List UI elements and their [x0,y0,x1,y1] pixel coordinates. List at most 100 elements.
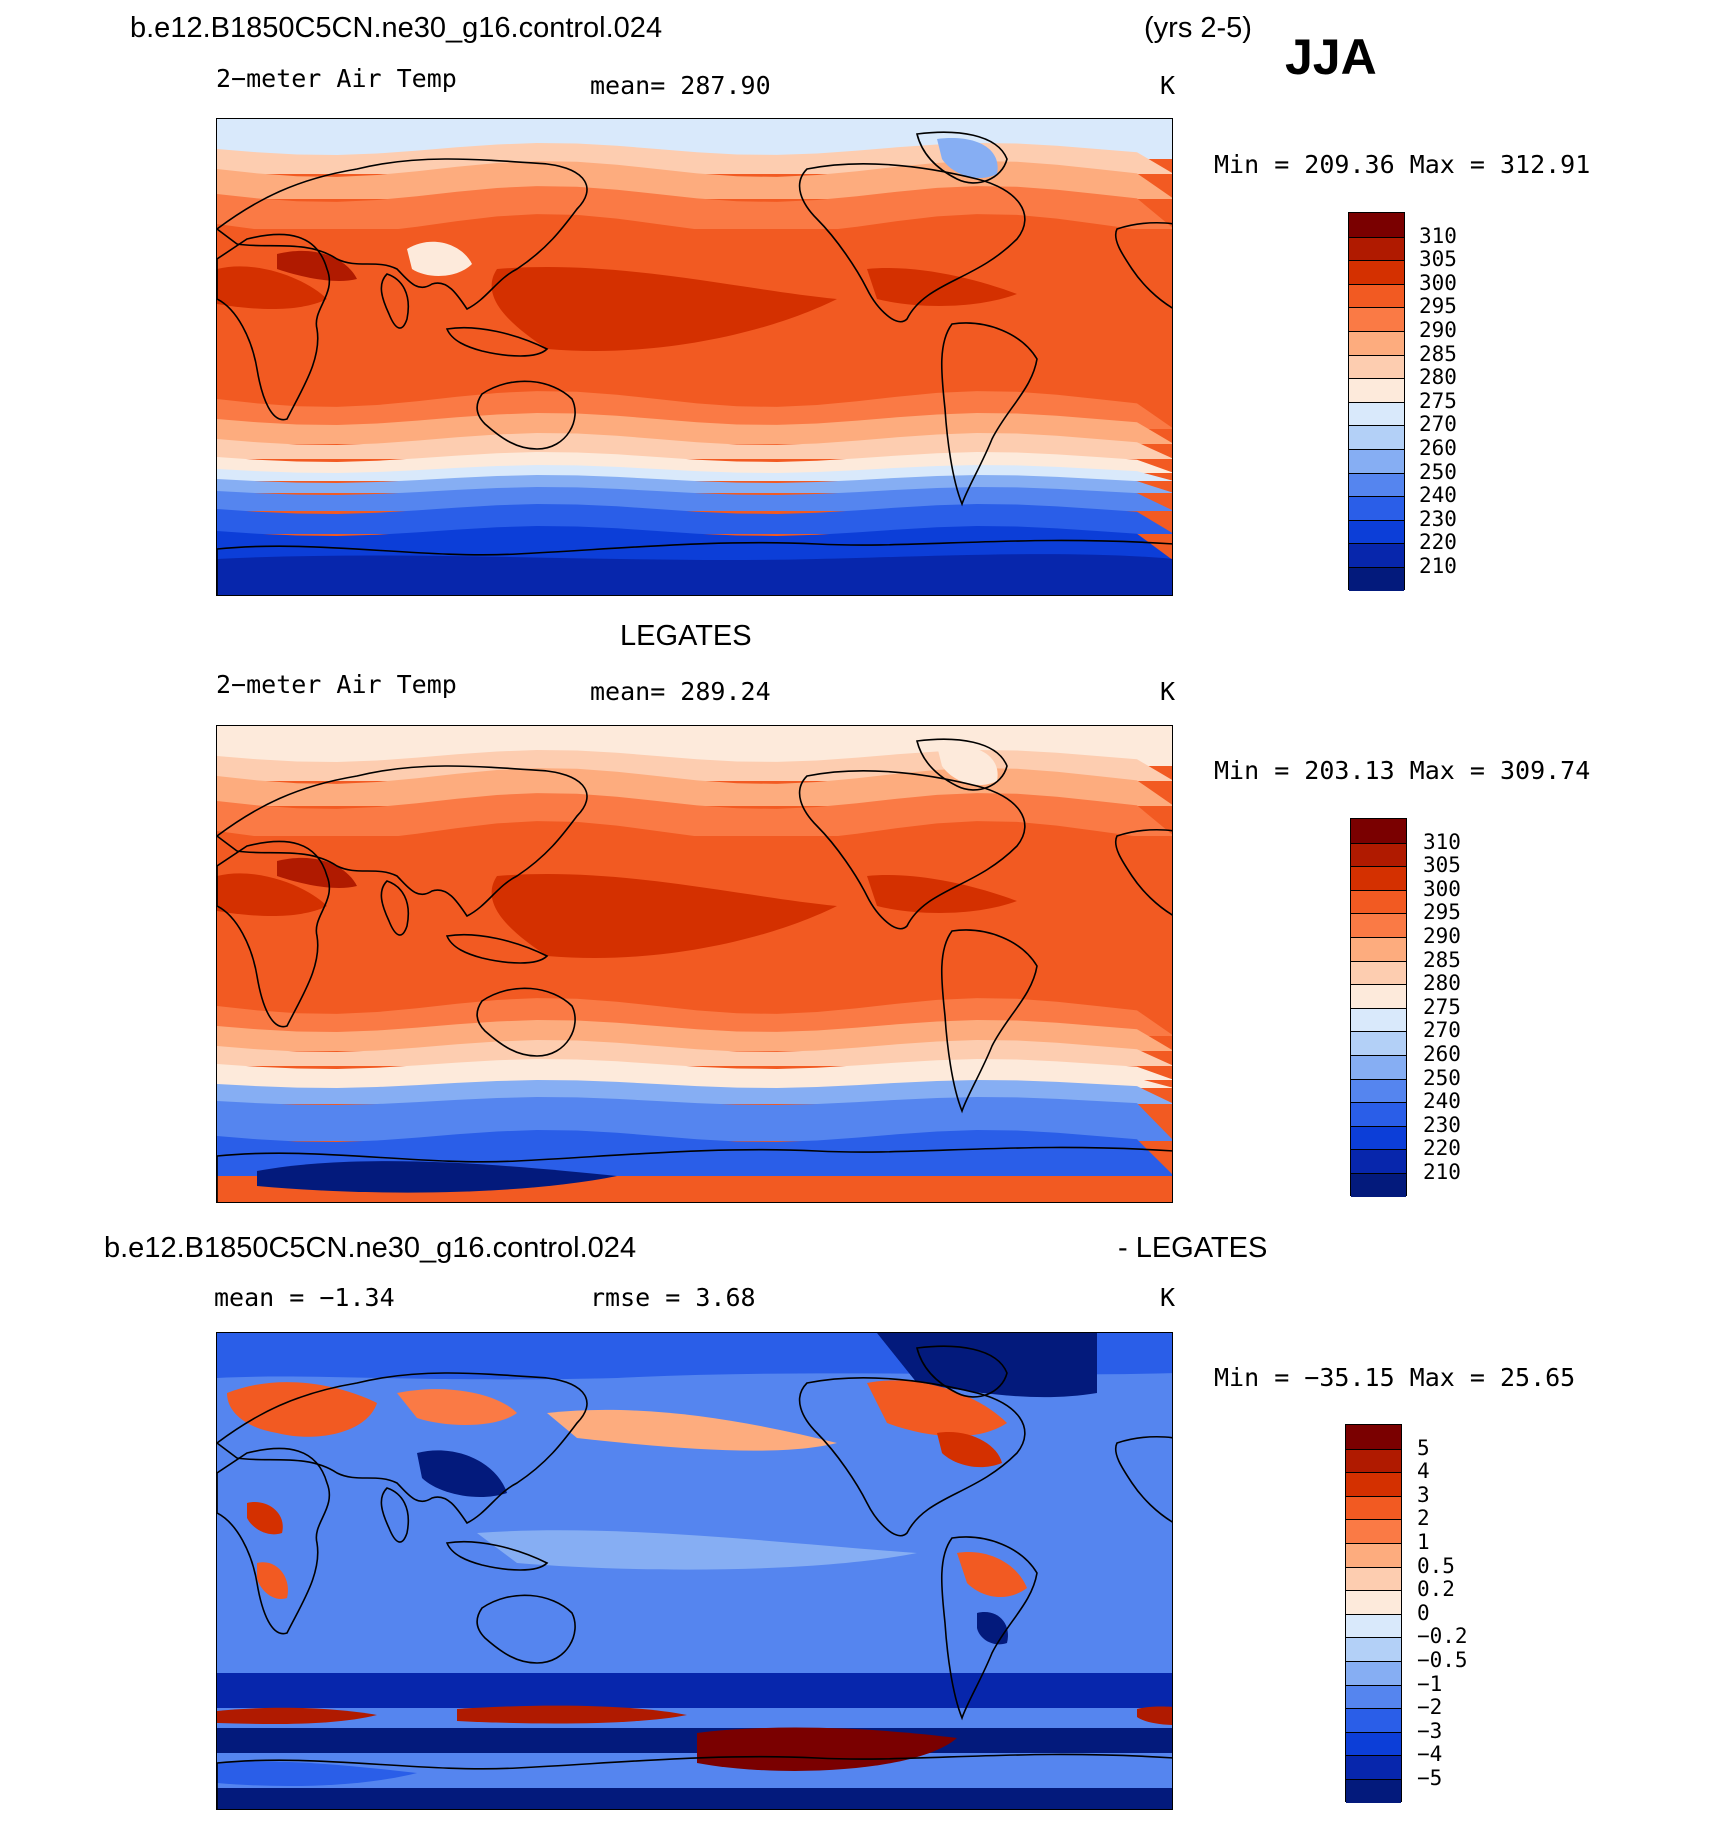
coastline [798,769,1026,930]
field-region [547,1409,837,1451]
colorbar-tick-label: 310 [1423,829,1461,854]
colorbar-tick-label: −1 [1417,1671,1443,1696]
colorbar-tick-label: 290 [1423,924,1461,948]
colorbar-swatch [1349,567,1404,591]
panel2-mean: mean= 289.24 [590,677,771,706]
colorbar-tick-label: 310 [1419,223,1457,248]
colorbar-swatch [1351,960,1406,985]
colorbar-swatch [1346,1708,1401,1732]
colorbar-swatch [1351,1102,1406,1126]
colorbar-tick-label: 270 [1423,1018,1461,1043]
colorbar-swatch [1346,1779,1401,1803]
colorbar-swatch [1351,866,1406,890]
colorbar-swatch [1346,1472,1401,1496]
panel1-map [216,118,1173,596]
panel3-units: K [1160,1283,1176,1312]
field-region [407,241,472,276]
colorbar-swatch [1346,1566,1401,1591]
coastline [217,1447,330,1635]
colorbar-swatch [1349,236,1404,261]
colorbar-tick-label: 220 [1423,1136,1461,1161]
field-region [257,1161,617,1193]
colorbar-box [1345,1424,1402,1803]
colorbar-swatch [1346,1495,1401,1520]
colorbar-tick-label: 250 [1423,1065,1461,1090]
colorbar-tick-label: −2 [1417,1695,1443,1720]
colorbar-tick-label: 0 [1417,1600,1430,1625]
panel1-variable: 2−meter Air Temp [216,64,457,93]
colorbar-box [1350,818,1407,1197]
colorbar-tick-label: −4 [1417,1742,1443,1767]
field-region [257,1562,288,1599]
field-region [217,554,1172,595]
field-region [937,1432,1002,1468]
field-region [937,745,998,786]
panel2-title: LEGATES [620,620,752,652]
colorbar-tick-label: 210 [1419,554,1457,578]
field-region [877,1333,1097,1398]
coastline [217,233,330,421]
coastline [445,1540,549,1571]
colorbar-swatch [1349,307,1404,331]
panel3-title-left: b.e12.B1850C5CN.ne30_g16.control.024 [104,1232,637,1264]
colorbar-tick-label: 2 [1417,1506,1430,1531]
colorbar-swatch [1346,1613,1401,1638]
colorbar-tick-label: 240 [1423,1089,1461,1114]
colorbar-swatch [1349,449,1404,473]
colorbar-swatch [1346,1661,1401,1685]
coastline [798,162,1026,323]
colorbar-swatch [1349,543,1404,567]
coastline [217,765,588,918]
colorbar-tick-label: 230 [1419,506,1457,531]
colorbar-tick-label: 230 [1423,1112,1461,1137]
field-region [277,857,357,888]
colorbar-tick-label: 305 [1419,247,1457,272]
colorbar-tick-label: 0.2 [1417,1577,1455,1602]
panel3-rmse: rmse = 3.68 [590,1283,756,1312]
coastline [940,1536,1038,1721]
coastline [1114,221,1172,309]
panel1-units: K [1160,71,1176,100]
colorbar-swatch [1346,1637,1401,1661]
field-region [957,1552,1027,1598]
colorbar-tick-label: 5 [1417,1435,1430,1460]
coastline [217,539,1172,595]
colorbar-swatch [1351,937,1406,961]
field-region [457,1705,687,1724]
coastline [380,880,409,936]
colorbar-swatch [1346,1519,1401,1543]
colorbar-swatch [1351,819,1406,843]
colorbar-tick-label: 240 [1419,483,1457,508]
colorbar-tick-label: −0.5 [1417,1648,1468,1672]
colorbar-box [1348,212,1405,591]
field-region [277,250,357,281]
coastline [380,273,409,329]
coastline [217,1372,588,1525]
colorbar-tick-label: −3 [1417,1718,1443,1743]
field-region [217,266,327,309]
field-region [977,1612,1008,1645]
field-region [491,873,837,958]
field-region [247,1502,283,1535]
field-region [477,1530,917,1570]
panel3-map [216,1332,1173,1810]
colorbar-tick-label: 300 [1419,270,1457,295]
coastline [476,380,576,450]
field-region [227,1382,377,1437]
colorbar-tick-label: 220 [1419,530,1457,555]
panel3-title-right: - LEGATES [1118,1232,1268,1264]
colorbar-tick-label: 0.5 [1417,1553,1455,1578]
coastline [798,1376,1026,1537]
colorbar-swatch [1351,1007,1406,1032]
field-region [397,1389,517,1425]
field-region [867,1380,1007,1437]
field-region [217,1761,417,1786]
panel2-minmax: Min = 203.13 Max = 309.74 [1214,756,1591,785]
colorbar-swatch [1349,496,1404,520]
coastline [916,131,1008,184]
colorbar-tick-label: 280 [1419,365,1457,390]
coastline [445,933,549,964]
colorbar-tick-label: 285 [1419,341,1457,366]
colorbar-tick-label: 295 [1419,294,1457,319]
colorbar-swatch [1346,1755,1401,1779]
